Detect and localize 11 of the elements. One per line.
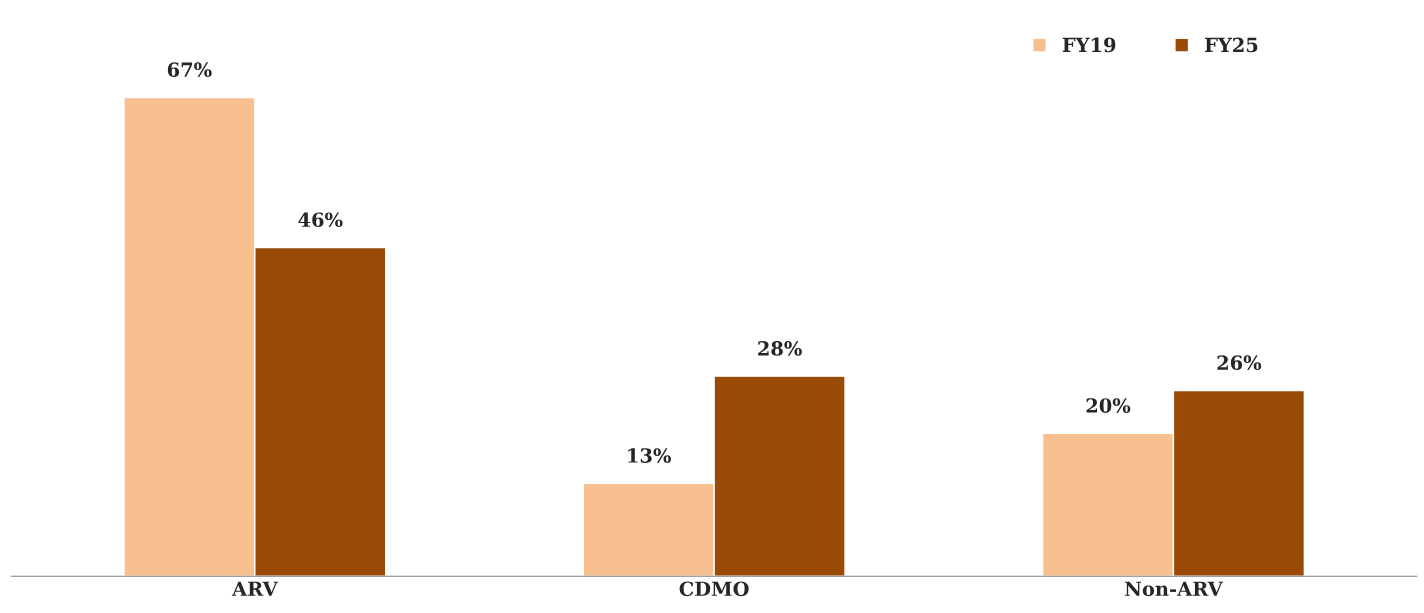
x-tick-label: Non-ARV — [1125, 581, 1224, 597]
legend-label: FY19 — [1062, 37, 1116, 53]
data-label: 67% — [167, 62, 212, 78]
x-tick-label: CDMO — [679, 581, 749, 597]
data-label: 28% — [758, 341, 802, 356]
data-label: 20% — [1086, 398, 1131, 413]
data-label: 26% — [1217, 355, 1262, 371]
x-tick-label: ARV — [231, 581, 278, 596]
data-label: 46% — [298, 212, 343, 228]
data-label: 13% — [628, 448, 671, 463]
legend-label: FY25 — [1205, 37, 1258, 53]
